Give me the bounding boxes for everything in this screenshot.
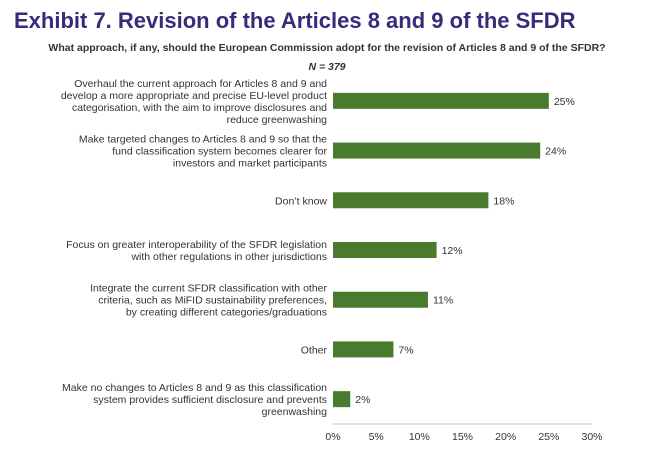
- category-label-line: criteria, such as MiFID sustainability p…: [98, 295, 327, 307]
- category-label-line: reduce greenwashing: [227, 114, 328, 126]
- category-label-line: Other: [301, 344, 328, 356]
- bar-value-label: 11%: [433, 295, 453, 307]
- category-label-line: Focus on greater interoperability of the…: [66, 239, 327, 251]
- category-label: Don’t know: [275, 195, 327, 207]
- category-label-line: Integrate the current SFDR classificatio…: [90, 283, 327, 295]
- category-label-line: develop a more appropriate and precise E…: [61, 90, 327, 102]
- bar: [333, 391, 351, 408]
- bar-value-label: 24%: [545, 146, 566, 158]
- category-label: Overhaul the current approach for Articl…: [61, 78, 327, 126]
- bar: [333, 341, 394, 358]
- sample-size-label: N = 379: [308, 61, 346, 73]
- bar-value-label: 2%: [355, 394, 370, 406]
- category-label: Focus on greater interoperability of the…: [66, 239, 327, 263]
- bar: [333, 291, 428, 308]
- category-label-line: system provides sufficient disclosure an…: [93, 394, 327, 406]
- category-label: Other: [301, 344, 328, 356]
- x-tick-label: 20%: [495, 431, 516, 443]
- bar: [333, 142, 541, 159]
- chart-title: Exhibit 7. Revision of the Articles 8 an…: [14, 8, 576, 33]
- bar: [333, 192, 489, 209]
- bar: [333, 242, 437, 258]
- bar-value-label: 12%: [442, 245, 463, 257]
- category-label-line: Make no changes to Articles 8 and 9 as t…: [62, 382, 327, 394]
- category-label-line: Overhaul the current approach for Articl…: [74, 78, 327, 90]
- category-label: Make targeted changes to Articles 8 and …: [79, 134, 328, 170]
- bar: [333, 92, 549, 109]
- category-label-line: with other regulations in other jurisdic…: [130, 251, 327, 263]
- category-label-line: Make targeted changes to Articles 8 and …: [79, 134, 327, 146]
- bar-value-label: 25%: [554, 96, 575, 108]
- x-tick-label: 25%: [538, 431, 559, 443]
- bar-value-label: 18%: [493, 195, 514, 207]
- chart-subtitle: What approach, if any, should the Europe…: [48, 42, 606, 54]
- category-label: Integrate the current SFDR classificatio…: [90, 283, 327, 319]
- x-tick-label: 10%: [409, 431, 430, 443]
- category-label-line: greenwashing: [262, 406, 328, 418]
- x-tick-label: 15%: [452, 431, 473, 443]
- category-label: Make no changes to Articles 8 and 9 as t…: [62, 382, 327, 418]
- x-tick-label: 5%: [369, 431, 384, 443]
- bar-value-label: 7%: [398, 344, 413, 356]
- category-label-line: by creating different categories/graduat…: [126, 307, 327, 319]
- category-label-line: Don’t know: [275, 195, 327, 207]
- x-tick-label: 0%: [325, 431, 340, 443]
- x-tick-label: 30%: [581, 431, 602, 443]
- category-label-line: categorisation, with the aim to improve …: [72, 102, 327, 114]
- category-label-line: fund classification system becomes clear…: [112, 146, 327, 158]
- category-label-line: investors and market participants: [173, 158, 327, 170]
